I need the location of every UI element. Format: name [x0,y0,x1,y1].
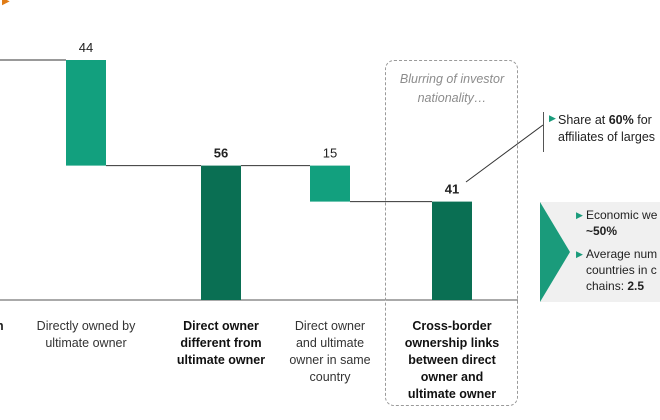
bar-3 [310,165,350,202]
category-label-line: different from [180,336,262,350]
investor-nationality-box [385,60,518,406]
panel-item-value: 2.5 [627,279,645,293]
category-label-line: between direct [408,353,496,367]
panel-item-economic-weight: Economic we ~50% [586,207,657,239]
blurring-note-line: Blurring of investor [399,72,505,86]
value-label: 41 [445,182,459,197]
bullet-arrow-icon: ▶ [576,210,583,220]
category-label-line: ultimate owner [407,387,497,401]
category-label-line: country [309,370,351,384]
bar-2 [201,165,241,300]
share-annotation: Share at 60% for affiliates of larges [548,112,655,146]
cut-category-label: n [0,319,4,333]
category-label-line: Direct owner [294,319,366,333]
panel-item-line: Economic we [586,208,658,222]
bullet-arrow-icon: ▶ [576,249,583,259]
category-label-line: ultimate owner [176,353,266,367]
bar-4 [432,201,472,300]
bar-1 [66,60,106,166]
panel-arrow-shape [540,202,570,302]
category-label: Directly owned by ultimate owner [26,318,146,352]
category-label-line: Directly owned by [36,319,136,333]
category-label-line: owner in same [289,353,371,367]
category-label-line: Direct owner [183,319,259,333]
category-label-line: ultimate owner [45,336,127,350]
category-label-line: Cross-border [412,319,492,333]
value-label: 15 [323,146,337,161]
value-label: 44 [79,40,93,55]
orange-arrow-icon: ▶ [2,0,10,7]
annotation-leader-line [465,124,544,183]
annotation-value: 60% [608,113,634,127]
panel-item-value: ~50% [586,224,618,238]
panel-item-line: Average num [586,247,658,261]
annotation-prefix: Share at [558,113,609,127]
annotation-arrow-icon: ▶ [549,113,556,123]
category-label-line: and ultimate [295,336,365,350]
annotation-bracket [543,112,544,152]
annotation-line2: affiliates of larges [558,130,656,144]
blurring-note-line: nationality… [417,91,487,105]
panel-item-line: countries in c [586,263,657,277]
category-label: Cross-border ownership links between direc… [397,318,507,403]
panel-item-tail: chains: [586,279,628,293]
annotation-suffix: for [633,113,652,127]
blurring-note: Blurring of investor nationality… [392,70,512,108]
panel-item-average-countries: Average num countries in c chains: 2.5 [586,246,657,294]
value-label: 56 [214,146,228,161]
category-label-line: ownership links [404,336,500,350]
category-label: Direct owner different from ultimate owner [161,318,281,369]
category-label-line: owner and [420,370,484,384]
category-label: Direct owner and ultimate owner in same cou… [275,318,385,386]
